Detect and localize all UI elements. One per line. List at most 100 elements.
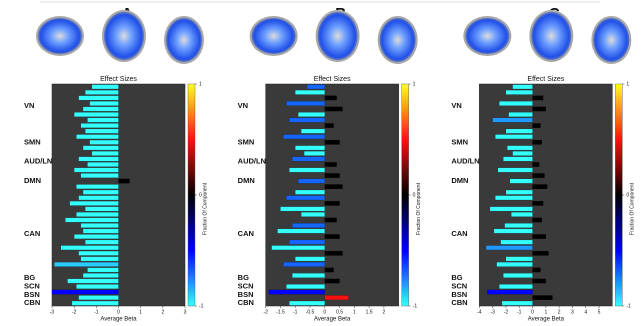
colorbar-tick-label: -1 [413,303,418,309]
x-axis-label: Average Beta [314,317,351,323]
group-label: VN [451,101,461,110]
x-tick-label: -3 [490,309,495,315]
bar [490,207,533,211]
bar [502,301,533,305]
bar [81,257,119,261]
bar [70,201,119,205]
group-label: VN [24,101,34,110]
brain-image [380,18,416,62]
plot-area [266,84,399,306]
colorbar-tick-label: 1 [413,81,416,87]
bar [81,223,119,227]
bar [325,218,337,222]
bar [487,290,532,294]
group-label: SMN [238,137,255,146]
x-tick-label: -1.5 [276,309,285,315]
bar [286,101,324,105]
bar [76,184,118,188]
bar [292,157,325,161]
bar [286,284,324,288]
x-tick-label: 1 [353,309,356,315]
bar [79,295,119,299]
bar [85,90,118,94]
bar [325,201,340,205]
bar [533,201,544,205]
brain-image [318,12,358,60]
brain-image [38,18,82,54]
x-tick-label: 0 [323,309,326,315]
group-label: CBN [451,298,467,307]
colorbar-label: Fraction Of Component [202,182,208,235]
brain-image [104,12,144,60]
bar [533,251,549,255]
bar [325,96,337,100]
x-tick-label: 1 [139,309,142,315]
bar [54,262,118,266]
bar [506,129,533,133]
bar [511,212,532,216]
x-tick-label: -2 [72,309,77,315]
bar [92,85,119,89]
bar [507,146,532,150]
chart-title: Effect Sizes [527,76,564,83]
bar [503,273,532,277]
colorbar-label: Fraction Of Component [416,182,422,235]
bar [533,218,542,222]
bar [81,123,119,127]
bar [79,196,119,200]
bar [298,112,325,116]
bar [506,90,533,94]
chart-title: Effect Sizes [314,76,351,83]
x-tick-label: 0.5 [336,309,343,315]
colorbar [402,84,409,306]
bar [74,168,118,172]
bar [79,251,119,255]
bar [76,284,118,288]
brain-image [465,18,509,54]
bar [295,90,325,94]
bar [533,96,544,100]
plot-area [479,84,612,306]
bar [506,257,533,261]
x-tick-label: -3 [50,309,55,315]
x-tick-label: 5 [598,309,601,315]
bar [87,162,118,166]
x-axis-label: Average Beta [528,317,565,323]
group-label: AUD/LN [238,157,266,166]
x-tick-label: 1 [544,309,547,315]
bar [533,140,542,144]
bar [325,107,343,111]
x-tick-label: -1 [293,309,298,315]
bar [304,151,325,155]
bar [486,246,533,250]
bar [87,268,118,272]
bar [494,229,533,233]
x-tick-label: 0 [117,309,120,315]
bar [68,279,119,283]
bar [295,146,325,150]
bar [292,273,325,277]
plot-area [52,84,185,306]
group-label: AUD/LN [24,157,52,166]
bar [292,223,325,227]
bar [72,301,119,305]
bar [325,140,340,144]
bar [289,168,324,172]
bar [501,240,533,244]
group-label: CBN [238,298,254,307]
bar [295,190,325,194]
bar [289,118,324,122]
colorbar-label: Fraction Of Component [630,182,636,235]
bar [272,246,325,250]
bar [83,107,118,111]
group-label: SMN [24,137,41,146]
group-label: CBN [24,298,40,307]
bar [119,179,130,183]
bar [325,173,340,177]
bar [90,101,119,105]
bar [277,229,324,233]
bar [280,207,324,211]
bar [533,123,541,127]
brain-image [166,18,202,62]
bar [513,151,533,155]
